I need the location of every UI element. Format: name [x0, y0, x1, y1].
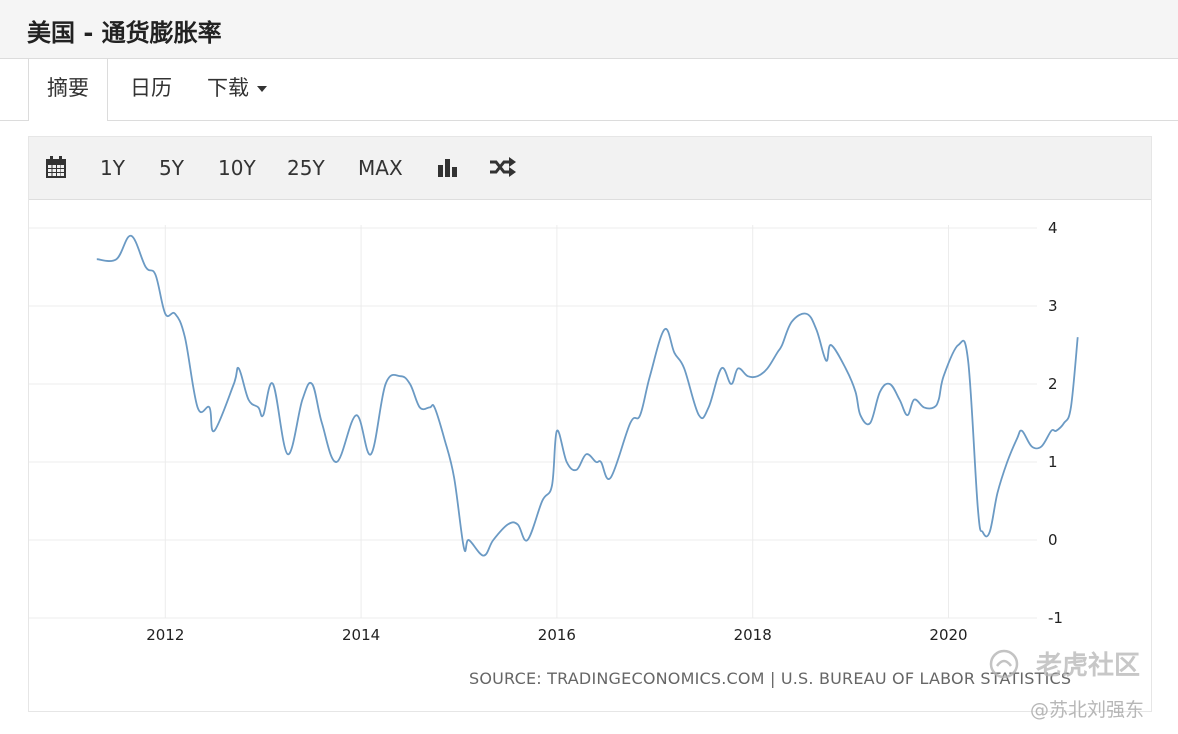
y-tick-label: 4	[1048, 219, 1058, 237]
grid-lines	[29, 225, 1037, 619]
x-tick-label: 2016	[538, 626, 576, 644]
y-tick-label: 2	[1048, 375, 1058, 393]
calendar-icon[interactable]	[46, 156, 66, 182]
y-tick-label: 3	[1048, 297, 1058, 315]
inflation-rate-series-line	[96, 234, 1079, 557]
range-5y-button[interactable]: 5Y	[159, 156, 184, 180]
x-tick-label: 2020	[929, 626, 967, 644]
tab-summary[interactable]: 摘要	[28, 59, 108, 121]
bar-chart-icon[interactable]	[438, 157, 458, 181]
x-tick-label: 2014	[342, 626, 380, 644]
watermark-brand: 老虎社区	[1036, 651, 1141, 681]
chart-panel: 1Y 5Y 10Y 25Y MAX 4 3 2 1 0 -1 2012 2014 2016 20…	[28, 136, 1152, 712]
page-title: 美国 - 通货膨胀率	[27, 19, 222, 47]
watermark-tiger-logo-icon	[989, 649, 1019, 679]
y-axis-ticks: 4 3 2 1 0 -1	[1048, 219, 1063, 627]
watermark-author: @苏北刘强东	[1030, 699, 1145, 721]
inflation-line-chart: 4 3 2 1 0 -1 2012 2014 2016 2018 2020	[29, 219, 1079, 644]
x-tick-label: 2018	[734, 626, 772, 644]
range-1y-button[interactable]: 1Y	[100, 156, 125, 180]
x-tick-label: 2012	[146, 626, 184, 644]
caret-down-icon	[257, 86, 267, 92]
y-tick-label: -1	[1048, 609, 1063, 627]
source-attribution: SOURCE: TRADINGECONOMICS.COM | U.S. BURE…	[469, 669, 1072, 688]
tab-download[interactable]: 下载	[207, 59, 267, 120]
tab-bar: 摘要 日历 下载	[0, 59, 1178, 121]
title-bar: 美国 - 通货膨胀率	[0, 0, 1178, 59]
tab-download-label: 下载	[207, 76, 249, 100]
shuffle-icon[interactable]	[490, 157, 516, 181]
tab-calendar[interactable]: 日历	[130, 76, 172, 100]
chart-toolbar: 1Y 5Y 10Y 25Y MAX	[29, 137, 1151, 200]
range-25y-button[interactable]: 25Y	[287, 156, 325, 180]
y-tick-label: 0	[1048, 531, 1058, 549]
range-max-button[interactable]: MAX	[358, 156, 403, 180]
range-10y-button[interactable]: 10Y	[218, 156, 256, 180]
y-tick-label: 1	[1048, 453, 1058, 471]
x-axis-ticks: 2012 2014 2016 2018 2020	[146, 626, 967, 644]
